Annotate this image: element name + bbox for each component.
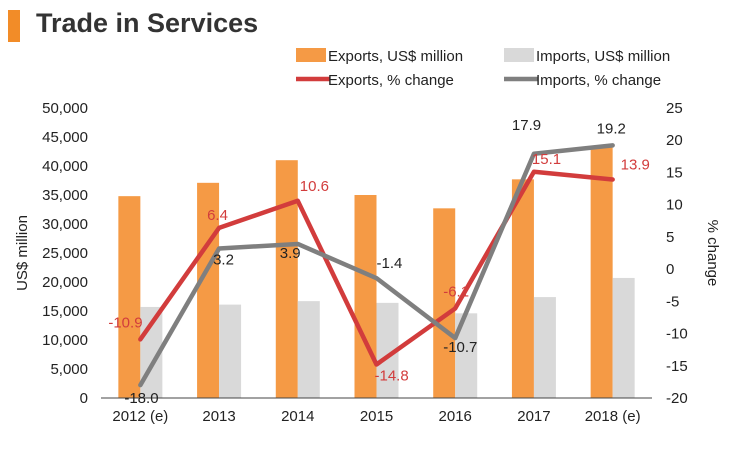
y-tick-label-0: 0 <box>80 390 88 407</box>
exports-pct-label-4: -6.1 <box>443 283 469 300</box>
imports-pct-label-5: 17.9 <box>512 117 541 134</box>
exports-pct-label-2: 10.6 <box>300 178 329 195</box>
x-tick-label-1: 2013 <box>202 408 235 425</box>
imports-bar-1 <box>219 304 242 398</box>
y2-tick-label-2: -10 <box>666 326 688 343</box>
imports-pct-label-1: 3.2 <box>213 251 234 268</box>
y2-tick-label-6: 10 <box>666 197 683 214</box>
legend-label-1: Imports, US$ million <box>536 48 670 65</box>
x-tick-label-3: 2015 <box>360 408 393 425</box>
y2-tick-label-8: 20 <box>666 132 683 149</box>
y2-tick-label-5: 5 <box>666 229 674 246</box>
imports-pct-line <box>138 143 615 388</box>
y-tick-label-3: 15,000 <box>42 303 88 320</box>
title-accent-bar <box>8 10 20 42</box>
exports-pct-line <box>138 169 615 367</box>
legend-swatch-1 <box>504 48 534 62</box>
y2-tick-label-7: 15 <box>666 164 683 181</box>
imports-bar-6 <box>612 277 635 398</box>
exports-pct-label-6: 13.9 <box>621 157 650 174</box>
imports-bar-3 <box>376 302 399 398</box>
exports-bar-0 <box>118 196 141 398</box>
imports-bar-5 <box>533 297 556 398</box>
imports-pct-label-0: -18.0 <box>124 390 158 407</box>
imports-pct-label-4: -10.7 <box>443 339 477 356</box>
y-tick-label-9: 45,000 <box>42 129 88 146</box>
exports-pct-label-0: -10.9 <box>108 314 142 331</box>
exports-bar-2 <box>275 160 298 398</box>
exports-bar-6 <box>590 146 613 398</box>
y-tick-label-8: 40,000 <box>42 158 88 175</box>
y-tick-label-4: 20,000 <box>42 274 88 291</box>
y2-tick-label-0: -20 <box>666 390 688 407</box>
x-tick-label-0: 2012 (e) <box>112 408 168 425</box>
imports-pct-label-2: 3.9 <box>280 245 301 262</box>
x-tick-label-6: 2018 (e) <box>585 408 641 425</box>
y-axis-title: US$ million <box>14 215 31 291</box>
x-tick-label-5: 2017 <box>517 408 550 425</box>
legend-label-0: Exports, US$ million <box>328 48 463 65</box>
x-tick-label-4: 2016 <box>439 408 472 425</box>
legend-label-3: Imports, % change <box>536 72 661 89</box>
imports-bar-2 <box>297 301 320 398</box>
y2-tick-label-3: -5 <box>666 293 679 310</box>
exports-pct-label-1: 6.4 <box>207 207 228 224</box>
legend-swatch-0 <box>296 48 326 62</box>
y-tick-label-7: 35,000 <box>42 187 88 204</box>
y2-tick-label-9: 25 <box>666 100 683 117</box>
legend-label-2: Exports, % change <box>328 72 454 89</box>
y-tick-label-10: 50,000 <box>42 100 88 117</box>
exports-bar-4 <box>433 208 456 398</box>
y-tick-label-6: 30,000 <box>42 216 88 233</box>
x-tick-label-2: 2014 <box>281 408 314 425</box>
y-tick-label-2: 10,000 <box>42 332 88 349</box>
imports-pct-label-6: 19.2 <box>597 120 626 137</box>
exports-bar-5 <box>511 179 534 398</box>
imports-pct-label-3: -1.4 <box>377 255 403 272</box>
chart-title: Trade in Services <box>36 8 259 38</box>
exports-bar-3 <box>354 195 377 398</box>
y-tick-label-1: 5,000 <box>50 361 88 378</box>
y-tick-label-5: 25,000 <box>42 245 88 262</box>
y2-tick-label-4: 0 <box>666 261 674 278</box>
y2-axis-title: % change <box>704 220 721 287</box>
exports-pct-label-3: -14.8 <box>375 367 409 384</box>
imports-bar-4 <box>455 313 478 398</box>
exports-pct-label-5: 15.1 <box>532 151 561 168</box>
y2-tick-label-1: -15 <box>666 358 688 375</box>
